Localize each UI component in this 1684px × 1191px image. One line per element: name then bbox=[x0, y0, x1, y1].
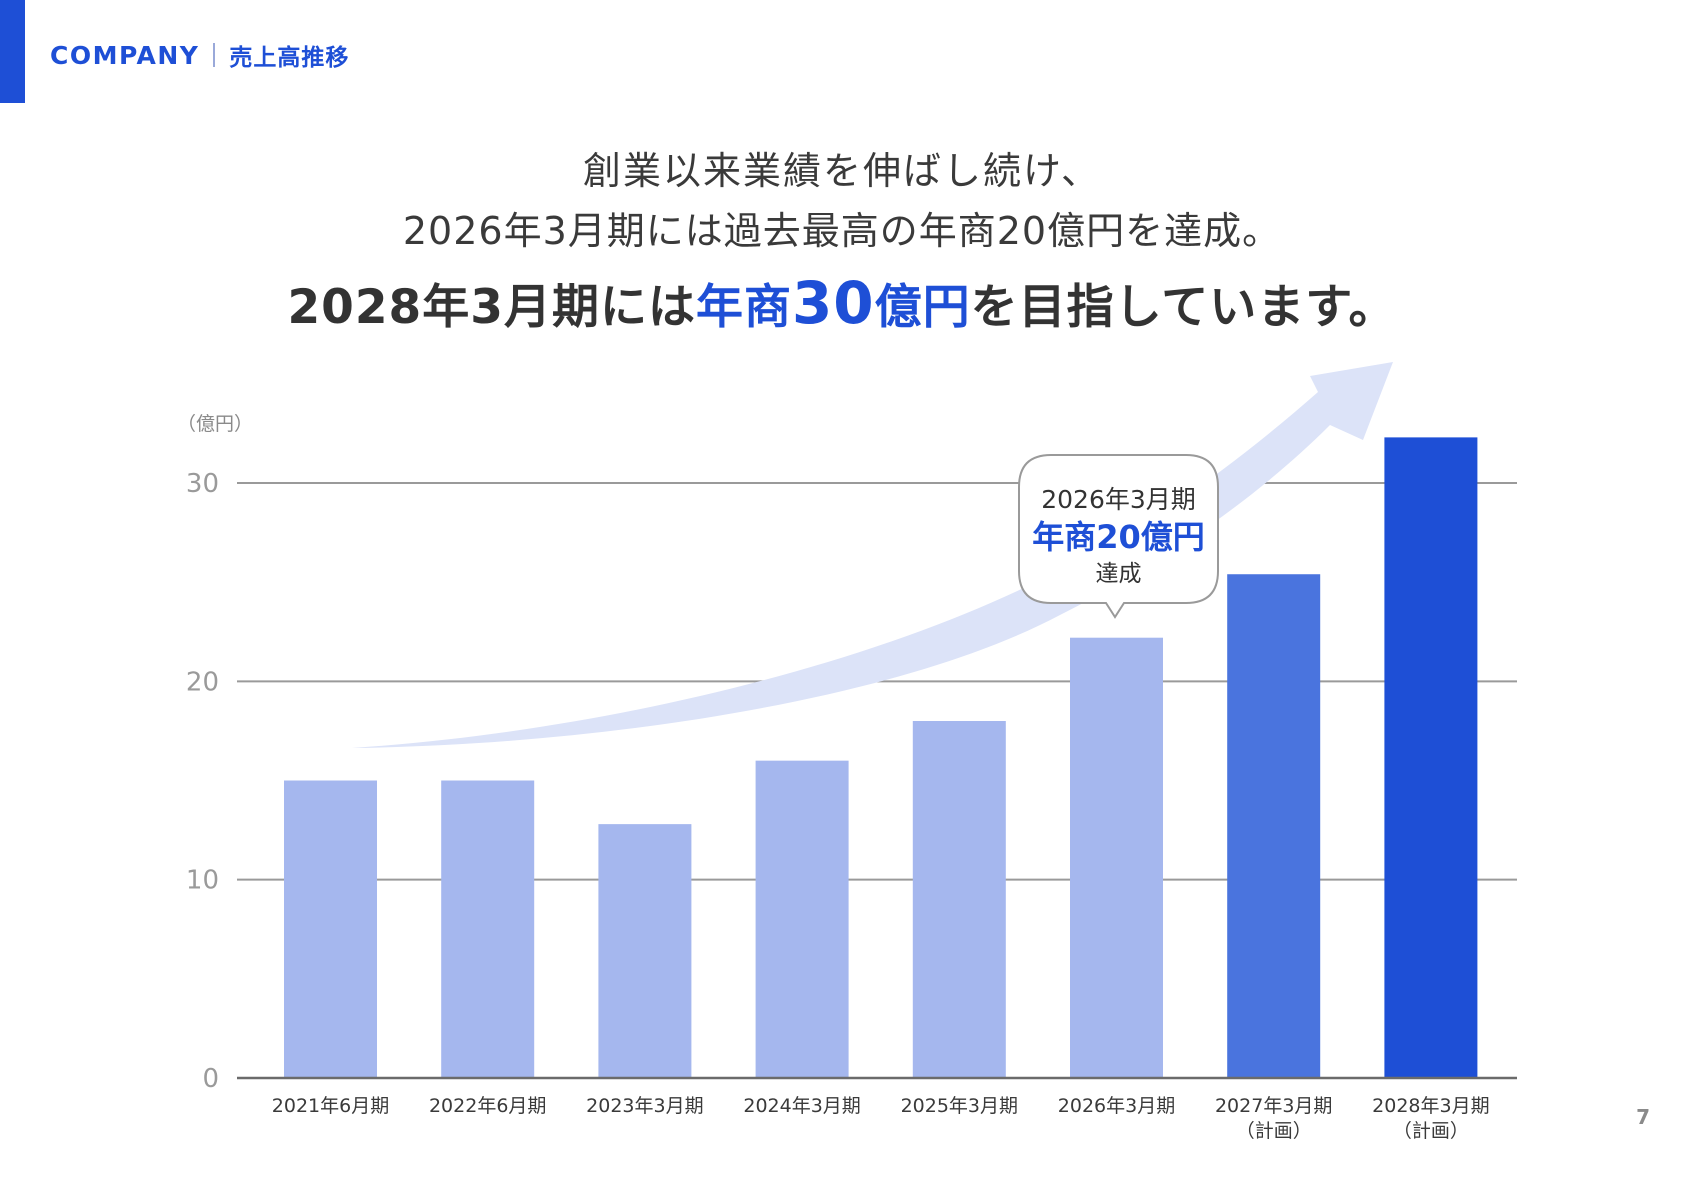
x-tick-label: 2021年6月期 bbox=[272, 1095, 389, 1117]
trend-arrow-layer bbox=[352, 362, 1393, 748]
company-label: COMPANY bbox=[50, 40, 200, 70]
bar-6 bbox=[1070, 637, 1163, 1078]
y-axis-unit-label: （億円） bbox=[177, 413, 253, 435]
x-tick-label: 2028年3月期 bbox=[1372, 1095, 1489, 1117]
x-tick-label: 2024年3月期 bbox=[743, 1095, 860, 1117]
headline-highlight-a: 年商 bbox=[695, 280, 792, 335]
y-tick-label: 30 bbox=[186, 469, 219, 499]
x-tick-label: 2025年3月期 bbox=[901, 1095, 1018, 1117]
x-tick-label: 2023年3月期 bbox=[586, 1095, 703, 1117]
x-tick-label: 2026年3月期 bbox=[1058, 1095, 1175, 1117]
x-tick-label: （計画） bbox=[1236, 1120, 1312, 1142]
headline-line-3-prefix: 2028年3月期には bbox=[287, 280, 696, 335]
bar-3 bbox=[598, 824, 692, 1078]
callout-revenue: 年商20億円 bbox=[1032, 518, 1205, 556]
headline-line-3-suffix: を目指しています。 bbox=[970, 280, 1397, 335]
callout-period: 2026年3月期 bbox=[1041, 485, 1196, 514]
y-tick-label: 20 bbox=[186, 667, 219, 697]
bar-layer bbox=[284, 437, 1478, 1079]
headline-line-2: 2026年3月期には過去最高の年商20億円を達成。 bbox=[402, 209, 1282, 253]
bar-2 bbox=[441, 780, 535, 1078]
x-tick-label: 2022年6月期 bbox=[429, 1095, 546, 1117]
headline-highlight-number: 30 bbox=[791, 269, 875, 337]
x-tick-label: （計画） bbox=[1393, 1120, 1469, 1142]
callout-achieved: 達成 bbox=[1096, 561, 1142, 587]
page-number: 7 bbox=[1636, 1105, 1650, 1129]
x-tick-label: 2027年3月期 bbox=[1215, 1095, 1332, 1117]
header-divider bbox=[213, 43, 216, 67]
bar-5 bbox=[912, 721, 1006, 1078]
header-accent-bar bbox=[0, 0, 25, 103]
page-header: COMPANY 売上高推移 bbox=[50, 38, 349, 72]
headline-line-1: 創業以来業績を伸ばし続け、 bbox=[582, 149, 1102, 193]
trend-arrow-icon bbox=[352, 362, 1393, 748]
y-tick-label: 10 bbox=[186, 866, 219, 896]
bar-7 bbox=[1227, 574, 1321, 1078]
y-tick-label: 0 bbox=[202, 1064, 219, 1094]
bar-8 bbox=[1384, 437, 1478, 1079]
headline-line-3: 2028年3月期には年商30億円を目指しています。 bbox=[0, 268, 1684, 337]
bar-4 bbox=[755, 760, 849, 1078]
bar-1 bbox=[284, 780, 377, 1078]
axis-layer: （億円） 0 10 20 30 2021年6月期 2022年6月期 2023年3月期 2024年… bbox=[177, 413, 1517, 1142]
headline-highlight-b: 億円 bbox=[874, 280, 971, 335]
section-title: 売上高推移 bbox=[229, 45, 350, 71]
callout-bubble bbox=[1018, 454, 1219, 619]
